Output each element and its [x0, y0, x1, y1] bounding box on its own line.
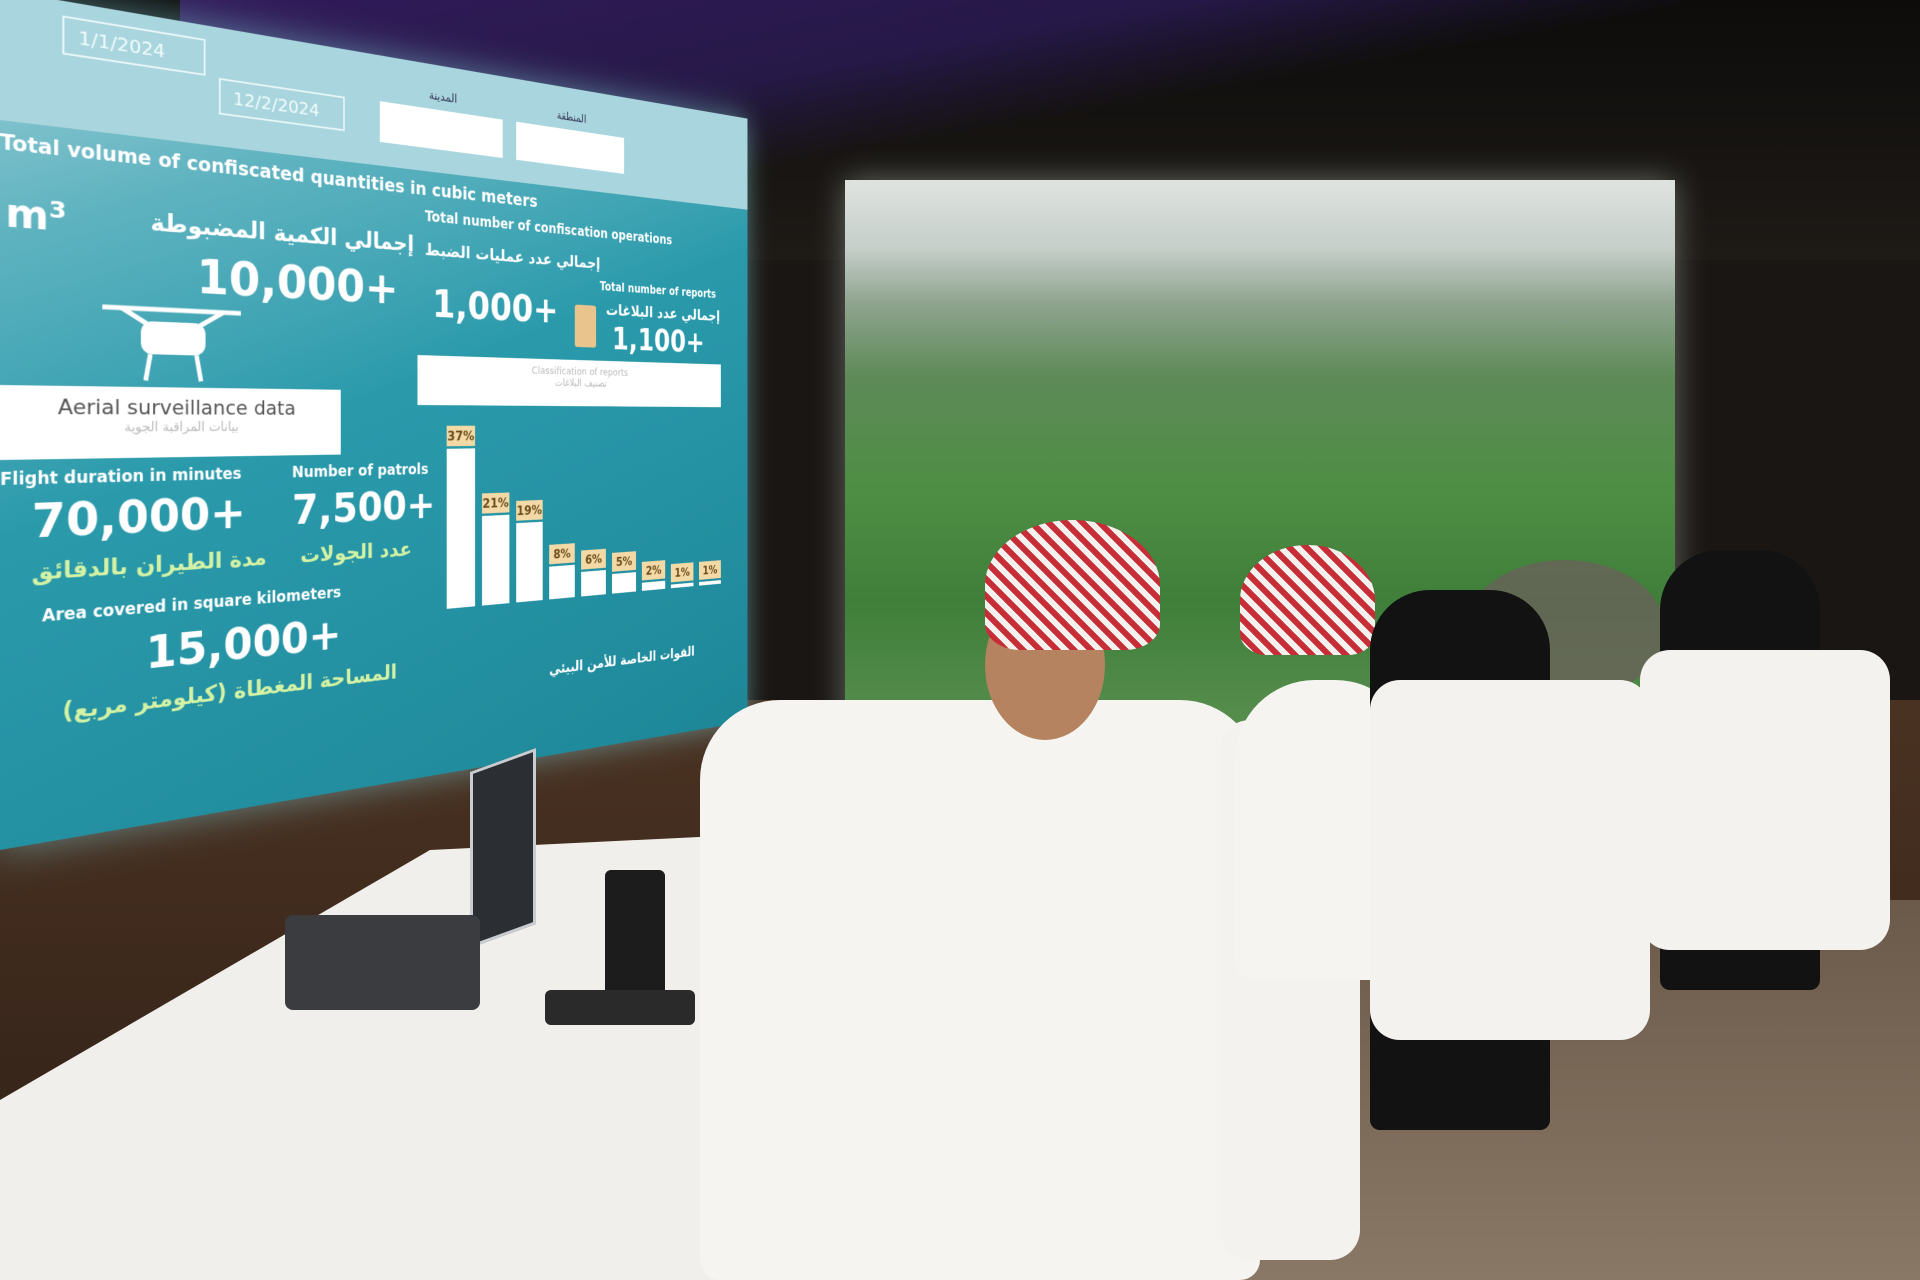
chair [1640, 650, 1890, 950]
chart-bar [612, 572, 636, 594]
aerial-card: Aerial surveillance data بيانات المراقبة… [0, 385, 341, 460]
chart-data-label: 2% [642, 560, 665, 580]
aerial-ar-title: بيانات المراقبة الجوية [0, 420, 341, 436]
drone-controller [285, 915, 480, 1010]
classification-chart: 37% 21% 19% 8% 6% 5% 2% 1% 1% [447, 416, 727, 613]
shemagh [985, 520, 1160, 650]
chart-bar [482, 515, 509, 606]
reports-ar-label: إجمالي عدد البلاغات [606, 300, 720, 324]
operations-ar-label: إجمالي عدد عمليات الضبط [425, 239, 600, 273]
patrols-ar-label: عدد الجولات [300, 537, 412, 568]
drone-icon [92, 295, 249, 384]
confiscated-ar-label: إجمالي الكمية المضبوطة [150, 209, 414, 258]
chart-data-label: 5% [612, 551, 636, 572]
operations-value: 1,000+ [432, 281, 558, 331]
flight-value: 70,000+ [32, 488, 246, 550]
patrols-title: Number of patrols [292, 461, 428, 481]
flight-ar-label: مدة الطيران بالدقائق [32, 545, 267, 586]
chart-bar [642, 581, 665, 591]
chart-bar [549, 565, 575, 600]
classification-card: Classification of reports تصنيف البلاغات [417, 355, 720, 407]
chart-bar [699, 580, 721, 586]
chart-data-label: 8% [549, 543, 575, 564]
patrols-value: 7,500+ [292, 482, 435, 534]
dashboard: 1/1/2024 12/2/2024 المدينة المنطقة Total… [0, 0, 747, 850]
chart-data-label: 21% [482, 493, 509, 514]
landscape-screen [845, 180, 1675, 740]
thobe [700, 700, 1260, 1280]
unit-label: m³ [5, 190, 66, 240]
end-date: 12/2/2024 [233, 87, 319, 121]
start-date: 1/1/2024 [79, 26, 166, 63]
flight-title: Flight duration in minutes [0, 465, 242, 490]
radio-charger [545, 990, 695, 1025]
reports-title: Total number of reports [600, 279, 716, 300]
aerial-title: Aerial surveillance data [0, 395, 341, 420]
chart-bar [671, 582, 694, 588]
shemagh [1240, 545, 1375, 655]
chart-bar [516, 522, 542, 603]
chart-bar [447, 448, 475, 609]
chart-data-label: 19% [516, 500, 542, 521]
footer-ar: القوات الخاصة للأمن البيئي [549, 644, 694, 678]
reports-value: 1,100+ [612, 322, 705, 360]
chart-data-label: 6% [581, 549, 606, 570]
chart-data-label: 1% [671, 562, 694, 582]
chart-data-label: 37% [447, 426, 475, 447]
chart-bar [581, 570, 606, 596]
chart-data-label: 1% [699, 560, 721, 580]
chair [1370, 680, 1650, 1040]
laptop-front[interactable] [470, 748, 536, 948]
handheld-radio [605, 870, 665, 1000]
clipboard-icon [575, 305, 596, 348]
